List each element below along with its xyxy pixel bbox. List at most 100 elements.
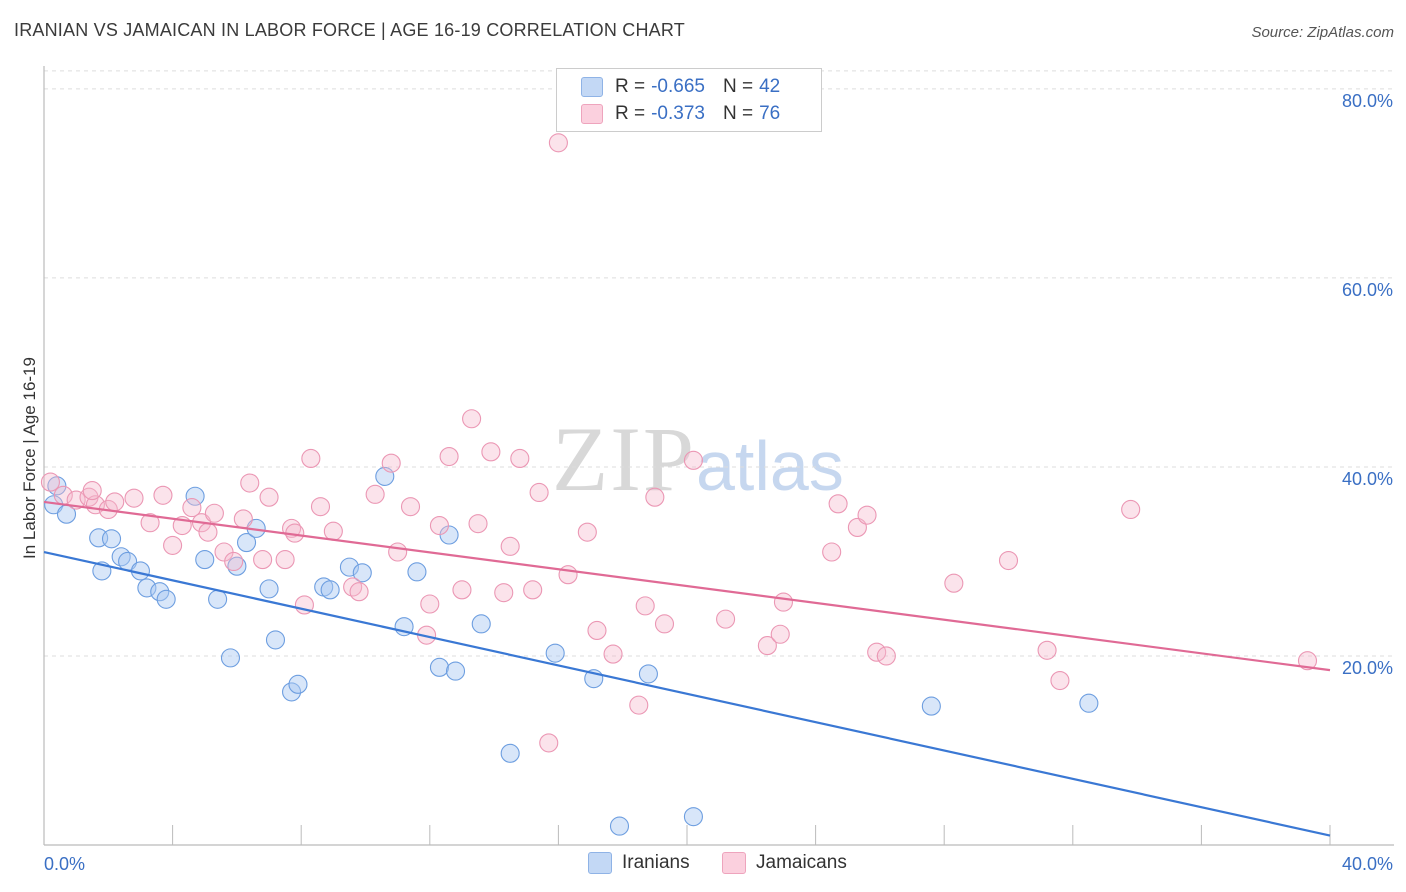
data-point-iranians (220, 648, 241, 668)
legend-r-value: -0.665 (651, 76, 705, 97)
data-point-jamaicans (603, 644, 623, 664)
data-point-jamaicans (500, 536, 520, 556)
data-point-jamaicans (629, 695, 649, 715)
data-point-jamaicans (253, 550, 273, 570)
data-point-iranians (471, 614, 491, 634)
data-point-jamaicans (301, 448, 321, 468)
data-point-jamaicans (510, 448, 530, 468)
y-tick-label: 80.0% (1342, 91, 1393, 111)
trendline-iranians (43, 550, 1331, 837)
data-point-jamaicans (259, 487, 279, 507)
data-point-jamaicans (716, 609, 736, 629)
data-point-jamaicans (539, 733, 559, 753)
y-tick-label: 40.0% (1342, 469, 1393, 489)
data-point-iranians (921, 696, 941, 716)
legend-swatch-iranians (588, 852, 612, 874)
data-point-iranians (445, 661, 466, 681)
watermark-atlas: atlas (696, 427, 844, 505)
data-point-jamaicans (876, 646, 896, 666)
data-point-iranians (638, 664, 658, 684)
data-point-jamaicans (153, 485, 173, 505)
data-point-jamaicans (240, 473, 260, 493)
tick-labels: 20.0% 40.0% 60.0% 80.0% 0.0% 40.0% In Labor Fo… (20, 91, 1393, 874)
stats-legend: R = -0.665 N = 42 R = -0.373 N = 76 (556, 68, 822, 132)
axes (43, 66, 1394, 846)
data-point-iranians (137, 578, 157, 598)
legend-label-jamaicans: Jamaicans (756, 852, 847, 873)
data-point-jamaicans (163, 535, 183, 555)
data-point-iranians (236, 533, 257, 553)
data-point-jamaicans (857, 505, 877, 525)
data-point-iranians (545, 643, 565, 663)
data-point-jamaicans (204, 503, 224, 523)
legend-row-jamaicans: R = -0.373 N = 76 (581, 101, 780, 127)
data-point-iranians (500, 743, 520, 763)
gridlines (44, 70, 1394, 657)
data-point-jamaicans (381, 453, 401, 473)
data-point-jamaicans (1121, 499, 1141, 520)
data-point-iranians (1079, 693, 1099, 713)
series-legend: Iranians Jamaicans (0, 852, 1406, 878)
data-point-jamaicans (349, 582, 369, 602)
x-tick-label: 0.0% (44, 854, 85, 874)
data-point-jamaicans (388, 542, 408, 562)
data-point-iranians (407, 562, 427, 582)
data-point-jamaicans (577, 522, 597, 542)
data-point-jamaicans (770, 624, 790, 644)
data-point-jamaicans (773, 592, 794, 612)
data-point-jamaicans (587, 620, 607, 641)
data-point-jamaicans (998, 550, 1019, 571)
legend-n-value: 42 (759, 76, 781, 97)
data-point-iranians (195, 550, 215, 570)
legend-swatch-iranians (581, 77, 603, 97)
data-point-jamaicans (323, 521, 343, 541)
data-point-iranians (429, 657, 449, 677)
trendline-jamaicans (43, 500, 1331, 672)
data-point-iranians (101, 529, 122, 549)
data-point-jamaicans (233, 509, 253, 529)
data-point-jamaicans (529, 482, 549, 503)
data-point-iranians (683, 807, 703, 827)
data-point-jamaicans (82, 481, 102, 501)
data-points (40, 133, 1318, 836)
data-point-iranians (288, 674, 308, 694)
legend-n-label: N = (722, 103, 754, 124)
trendlines (43, 500, 1331, 837)
data-point-jamaicans (124, 488, 144, 508)
x-tick-label: 40.0% (1342, 854, 1393, 874)
data-point-jamaicans (310, 497, 331, 517)
legend-n-label: N = (722, 76, 754, 97)
data-point-jamaicans (468, 514, 488, 534)
data-point-jamaicans (462, 409, 482, 429)
data-point-jamaicans (481, 442, 501, 462)
data-point-jamaicans (494, 583, 514, 603)
data-point-jamaicans (105, 492, 125, 512)
data-point-iranians (208, 589, 228, 609)
data-point-jamaicans (420, 594, 440, 614)
data-point-iranians (259, 579, 279, 599)
data-point-iranians (609, 816, 630, 836)
data-point-jamaicans (224, 551, 244, 572)
data-point-jamaicans (1050, 670, 1070, 691)
watermark: ZIPatlas (552, 406, 844, 512)
data-point-jamaicans (683, 450, 703, 470)
legend-r-value: -0.373 (651, 103, 705, 124)
data-point-iranians (156, 589, 176, 609)
legend-item-iranians: Iranians (588, 852, 690, 874)
data-point-jamaicans (198, 522, 218, 542)
legend-r-label: R = (615, 103, 646, 124)
data-point-iranians (185, 486, 205, 506)
data-point-jamaicans (40, 472, 60, 492)
chart-title: IRANIAN VS JAMAICAN IN LABOR FORCE | AGE… (14, 20, 685, 40)
legend-n-value: 76 (759, 103, 781, 124)
data-point-jamaicans (1297, 651, 1318, 671)
y-axis-label: In Labor Force | Age 16-19 (20, 357, 39, 559)
data-point-jamaicans (400, 497, 421, 517)
data-point-jamaicans (654, 614, 675, 634)
data-point-jamaicans (429, 515, 449, 536)
data-point-jamaicans (645, 487, 665, 507)
data-point-jamaicans (867, 642, 887, 662)
data-point-jamaicans (439, 447, 459, 467)
data-point-jamaicans (365, 484, 385, 504)
